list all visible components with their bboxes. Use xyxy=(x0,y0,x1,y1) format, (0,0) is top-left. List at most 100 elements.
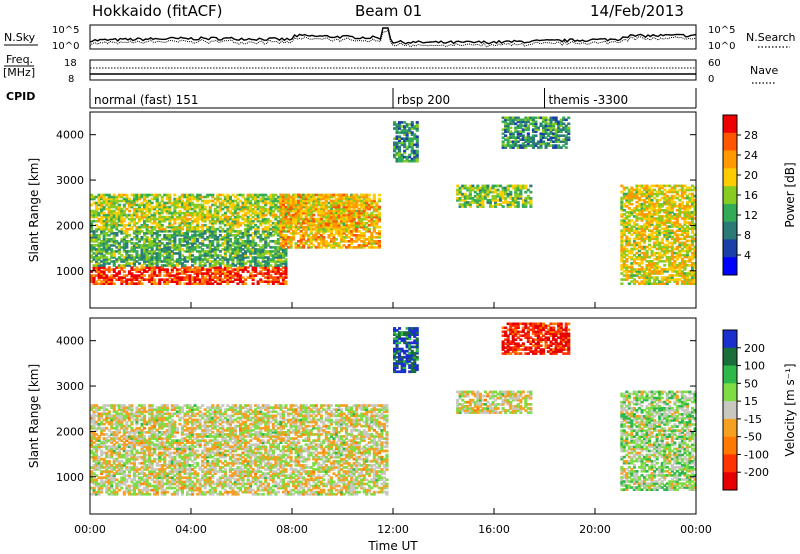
heatmap-cell xyxy=(130,280,134,283)
heatmap-cell xyxy=(239,223,243,227)
heatmap-cell xyxy=(276,215,280,219)
heatmap-cell xyxy=(239,260,243,263)
cpid-mode-label: themis -3300 xyxy=(549,93,629,107)
heatmap-cell xyxy=(337,221,341,225)
heatmap-cell xyxy=(251,252,255,255)
heatmap-cell xyxy=(650,215,654,218)
heatmap-cell xyxy=(334,209,338,213)
heatmap-cell xyxy=(355,211,359,215)
heatmap-cell xyxy=(100,225,104,229)
heatmap-cell xyxy=(547,144,551,147)
heatmap-cell xyxy=(198,264,202,267)
heatmap-cell xyxy=(648,219,652,222)
heatmap-cell xyxy=(663,251,667,255)
heatmap-cell xyxy=(658,280,662,283)
heatmap-cell xyxy=(269,207,273,211)
heatmap-cell xyxy=(110,203,114,207)
heatmap-cell xyxy=(650,188,654,192)
heatmap-cell xyxy=(309,240,313,243)
heatmap-cell xyxy=(478,199,482,202)
heatmap-cell xyxy=(254,232,258,235)
heatmap-cell xyxy=(620,260,624,263)
heatmap-cell xyxy=(241,240,245,243)
heatmap-cell xyxy=(249,219,253,223)
heatmap-cell xyxy=(191,213,195,217)
heatmap-cell xyxy=(165,254,169,257)
heatmap-cell xyxy=(299,215,303,219)
heatmap-cell xyxy=(665,229,669,232)
heatmap-cell xyxy=(105,278,109,281)
heatmap-cell xyxy=(117,244,121,247)
heatmap-cell xyxy=(216,268,220,271)
heatmap-cell xyxy=(180,270,184,273)
heatmap-cell xyxy=(211,248,215,251)
heatmap-cell xyxy=(365,230,369,233)
heatmap-cell xyxy=(249,203,253,207)
heatmap-cell xyxy=(304,232,308,235)
heatmap-cell xyxy=(203,217,207,221)
heatmap-cell xyxy=(319,238,323,241)
heatmap-cell xyxy=(342,193,346,197)
heatmap-cell xyxy=(299,225,303,229)
heatmap-cell xyxy=(180,240,184,243)
heatmap-cell xyxy=(261,256,265,259)
heatmap-cell xyxy=(650,270,654,273)
heatmap-cell xyxy=(208,199,212,203)
heatmap-cell xyxy=(90,274,94,277)
heatmap-cell xyxy=(120,232,124,235)
heatmap-cell xyxy=(362,197,366,201)
heatmap-cell xyxy=(337,230,341,233)
heatmap-cell xyxy=(372,215,376,219)
heatmap-cell xyxy=(211,219,215,223)
heatmap-cell xyxy=(279,193,283,197)
heatmap-cell xyxy=(160,266,164,269)
heatmap-cell xyxy=(289,227,293,231)
heatmap-cell xyxy=(544,128,548,131)
heatmap-cell xyxy=(292,203,296,207)
heatmap-cell xyxy=(670,241,674,245)
heatmap-cell xyxy=(499,190,503,194)
heatmap-cell xyxy=(153,227,157,231)
heatmap-cell xyxy=(309,221,313,225)
heatmap-cell xyxy=(191,260,195,263)
heatmap-cell xyxy=(531,140,535,143)
heatmap-cell xyxy=(95,230,99,233)
heatmap-cell xyxy=(188,236,192,239)
heatmap-cell xyxy=(324,244,328,247)
heatmap-cell xyxy=(175,227,179,231)
heatmap-cell xyxy=(112,221,116,225)
heatmap-cell xyxy=(521,130,525,133)
heatmap-cell xyxy=(340,193,344,197)
heatmap-cell xyxy=(249,260,253,263)
heatmap-cell xyxy=(261,264,265,267)
heatmap-cell xyxy=(145,254,149,257)
heatmap-cell xyxy=(526,118,530,122)
heatmap-cell xyxy=(367,238,371,241)
heatmap-cell xyxy=(102,207,106,211)
heatmap-cell xyxy=(127,221,131,225)
heatmap-cell xyxy=(632,207,636,210)
heatmap-cell xyxy=(501,186,505,190)
noise-right-label: N.Search xyxy=(746,31,796,44)
heatmap-cell xyxy=(201,264,205,267)
heatmap-cell xyxy=(408,159,412,163)
heatmap-cell xyxy=(370,205,374,209)
heatmap-cell xyxy=(655,266,659,269)
heatmap-cell xyxy=(175,262,179,265)
heatmap-cell xyxy=(648,235,652,239)
heatmap-cell xyxy=(261,272,265,275)
heatmap-cell xyxy=(223,219,227,223)
heatmap-cell xyxy=(251,195,255,199)
heatmap-cell xyxy=(347,203,351,207)
heatmap-cell xyxy=(342,223,346,227)
heatmap-cell xyxy=(264,217,268,221)
heatmap-cell xyxy=(125,232,129,235)
heatmap-cell xyxy=(648,276,652,279)
heatmap-cell xyxy=(625,253,629,257)
heatmap-cell xyxy=(251,221,255,225)
heatmap-cell xyxy=(302,221,306,225)
heatmap-cell xyxy=(95,219,99,223)
heatmap-cell xyxy=(201,260,205,263)
heatmap-cell xyxy=(304,195,308,199)
heatmap-cell xyxy=(360,211,364,215)
